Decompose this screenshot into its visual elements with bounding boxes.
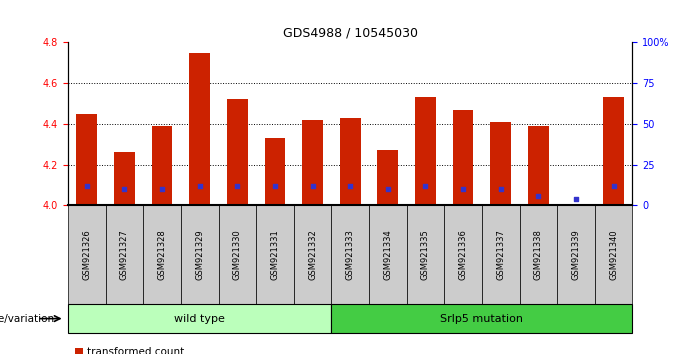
Bar: [528, 126, 549, 205]
Point: [533, 193, 544, 198]
Bar: [377, 150, 398, 205]
Point: [269, 183, 280, 189]
Text: genotype/variation: genotype/variation: [0, 314, 54, 324]
Text: transformed count: transformed count: [87, 347, 184, 354]
Text: GSM921338: GSM921338: [534, 229, 543, 280]
Text: GSM921331: GSM921331: [271, 229, 279, 280]
Text: GSM921330: GSM921330: [233, 229, 242, 280]
Text: GSM921327: GSM921327: [120, 229, 129, 280]
Text: GSM921333: GSM921333: [345, 229, 355, 280]
Text: Srlp5 mutation: Srlp5 mutation: [441, 314, 524, 324]
Bar: [603, 97, 624, 205]
Point: [345, 183, 356, 189]
Point: [307, 183, 318, 189]
Text: GSM921334: GSM921334: [384, 229, 392, 280]
Bar: [340, 118, 360, 205]
Bar: [302, 120, 323, 205]
Text: wild type: wild type: [174, 314, 225, 324]
Text: GSM921332: GSM921332: [308, 229, 317, 280]
Point: [82, 183, 92, 189]
Point: [571, 196, 581, 202]
Bar: [265, 138, 286, 205]
Point: [608, 183, 619, 189]
Bar: [152, 126, 173, 205]
Point: [382, 186, 393, 192]
Text: GSM921339: GSM921339: [571, 229, 581, 280]
Point: [156, 186, 167, 192]
Bar: [189, 53, 210, 205]
Bar: [453, 110, 473, 205]
Bar: [227, 99, 248, 205]
Text: GSM921340: GSM921340: [609, 229, 618, 280]
Point: [119, 186, 130, 192]
Point: [495, 186, 506, 192]
Point: [420, 183, 431, 189]
Point: [194, 183, 205, 189]
Text: GSM921326: GSM921326: [82, 229, 91, 280]
Bar: [490, 122, 511, 205]
Text: GSM921335: GSM921335: [421, 229, 430, 280]
Text: GSM921337: GSM921337: [496, 229, 505, 280]
Bar: [76, 114, 97, 205]
Point: [458, 186, 469, 192]
Title: GDS4988 / 10545030: GDS4988 / 10545030: [283, 27, 418, 40]
Point: [232, 183, 243, 189]
Bar: [415, 97, 436, 205]
Text: GSM921329: GSM921329: [195, 229, 204, 280]
Bar: [114, 152, 135, 205]
Text: GSM921336: GSM921336: [458, 229, 468, 280]
Text: GSM921328: GSM921328: [158, 229, 167, 280]
